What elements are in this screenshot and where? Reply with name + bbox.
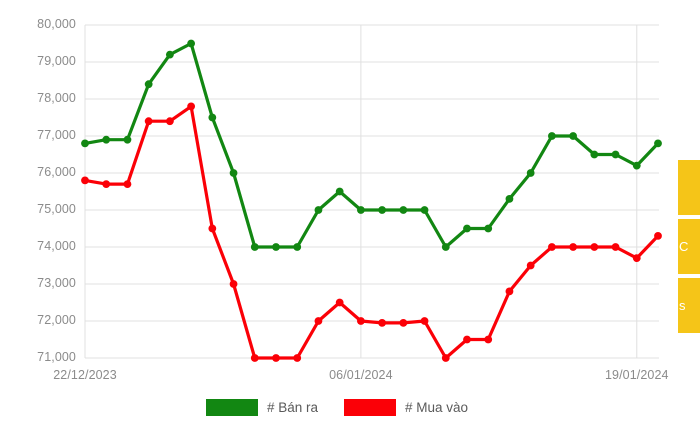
data-point[interactable] — [590, 243, 599, 251]
data-point[interactable] — [144, 117, 153, 126]
data-point[interactable] — [420, 317, 429, 325]
side-tab-2[interactable]: C — [678, 219, 700, 274]
data-point[interactable] — [208, 113, 217, 122]
y-axis-tick-label: 71,000 — [37, 350, 76, 364]
data-point[interactable] — [81, 139, 89, 148]
data-point[interactable] — [335, 298, 344, 307]
data-point[interactable] — [123, 180, 132, 189]
data-point[interactable] — [441, 354, 450, 362]
horizontal-gridlines — [85, 24, 659, 359]
data-point[interactable] — [314, 206, 323, 214]
x-axis-tick-label: 19/01/2024 — [604, 368, 669, 382]
data-point[interactable] — [654, 232, 662, 240]
side-tab-1[interactable] — [678, 160, 700, 215]
data-point[interactable] — [165, 117, 174, 126]
y-axis-tick-label: 80,000 — [37, 17, 76, 31]
y-axis-tick-label: 74,000 — [37, 239, 76, 253]
data-point[interactable] — [123, 135, 132, 144]
data-point[interactable] — [356, 317, 365, 325]
data-point[interactable] — [569, 243, 578, 251]
data-point[interactable] — [505, 287, 514, 296]
series-mua-vao — [81, 102, 662, 362]
data-point[interactable] — [526, 261, 535, 270]
data-point[interactable] — [378, 318, 387, 327]
data-point[interactable] — [463, 224, 471, 233]
data-point[interactable] — [293, 243, 302, 251]
legend-swatch — [344, 399, 396, 416]
data-point[interactable] — [229, 169, 238, 177]
legend-item[interactable]: # Bán ra — [205, 399, 344, 416]
data-point[interactable] — [484, 335, 493, 344]
data-point[interactable] — [102, 180, 111, 189]
data-point[interactable] — [463, 335, 471, 344]
data-point[interactable] — [229, 280, 238, 288]
data-point[interactable] — [547, 243, 556, 251]
data-point[interactable] — [611, 243, 620, 251]
x-axis-tick-label: 22/12/2023 — [53, 368, 117, 382]
y-axis-tick-label: 73,000 — [37, 276, 76, 290]
legend-item[interactable]: # Mua vào — [344, 399, 494, 416]
data-point[interactable] — [378, 206, 387, 214]
data-point[interactable] — [208, 224, 217, 233]
y-axis-tick-label: 78,000 — [37, 91, 76, 105]
data-point[interactable] — [399, 206, 408, 214]
data-point[interactable] — [399, 318, 408, 327]
legend-label: # Mua vào — [405, 400, 469, 415]
data-point[interactable] — [250, 354, 259, 362]
data-point[interactable] — [81, 176, 89, 185]
side-tab-3[interactable]: s — [678, 278, 700, 333]
vertical-gridlines — [84, 25, 638, 358]
legend-swatch — [205, 399, 258, 416]
chart-legend: # Bán ra # Mua vào — [0, 399, 700, 416]
data-point[interactable] — [505, 195, 514, 203]
data-point[interactable] — [165, 50, 174, 59]
data-point[interactable] — [314, 317, 323, 325]
data-point[interactable] — [187, 39, 196, 48]
data-point[interactable] — [356, 206, 365, 214]
data-point[interactable] — [526, 169, 535, 177]
data-point[interactable] — [187, 102, 196, 111]
data-point[interactable] — [293, 354, 302, 362]
data-point[interactable] — [420, 206, 429, 214]
data-point[interactable] — [654, 139, 662, 148]
legend-label: # Bán ra — [266, 400, 318, 415]
y-axis-tick-label: 77,000 — [37, 128, 76, 142]
data-point[interactable] — [272, 354, 280, 362]
y-axis-tick-label: 76,000 — [37, 165, 76, 179]
data-point[interactable] — [569, 132, 578, 140]
data-point[interactable] — [335, 187, 344, 196]
data-point[interactable] — [441, 243, 450, 251]
data-point[interactable] — [590, 150, 599, 159]
data-point[interactable] — [144, 80, 153, 89]
data-point[interactable] — [632, 161, 641, 170]
x-axis-tick-label: 06/01/2024 — [329, 368, 393, 382]
y-axis-tick-label: 72,000 — [37, 313, 76, 327]
data-point[interactable] — [632, 254, 641, 262]
data-point[interactable] — [547, 132, 556, 140]
data-point[interactable] — [611, 150, 620, 159]
data-point[interactable] — [250, 243, 259, 251]
data-point[interactable] — [484, 224, 493, 233]
data-point[interactable] — [272, 243, 280, 251]
y-axis-tick-label: 79,000 — [37, 54, 76, 68]
series-ban-ra — [81, 39, 662, 251]
data-point[interactable] — [102, 135, 111, 144]
y-axis-tick-label: 75,000 — [37, 202, 76, 216]
